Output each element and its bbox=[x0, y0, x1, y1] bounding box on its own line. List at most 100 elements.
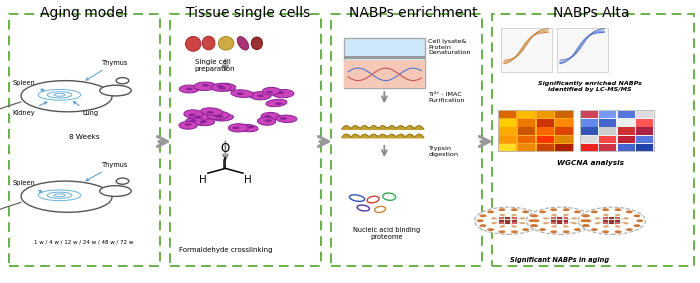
Ellipse shape bbox=[99, 186, 132, 196]
FancyBboxPatch shape bbox=[518, 127, 536, 135]
FancyBboxPatch shape bbox=[557, 222, 562, 224]
Circle shape bbox=[528, 219, 536, 222]
Ellipse shape bbox=[219, 87, 226, 89]
FancyBboxPatch shape bbox=[636, 127, 653, 135]
Circle shape bbox=[563, 208, 570, 211]
FancyBboxPatch shape bbox=[518, 119, 536, 127]
FancyBboxPatch shape bbox=[536, 119, 554, 127]
FancyBboxPatch shape bbox=[499, 144, 517, 151]
Circle shape bbox=[552, 225, 557, 228]
Ellipse shape bbox=[280, 117, 287, 120]
FancyBboxPatch shape bbox=[170, 14, 321, 266]
FancyBboxPatch shape bbox=[617, 144, 635, 151]
Ellipse shape bbox=[374, 206, 386, 213]
FancyBboxPatch shape bbox=[556, 28, 608, 72]
Circle shape bbox=[563, 225, 568, 228]
Ellipse shape bbox=[179, 121, 197, 129]
Text: Tissue single cells: Tissue single cells bbox=[186, 6, 311, 20]
Circle shape bbox=[634, 215, 640, 217]
FancyBboxPatch shape bbox=[557, 217, 562, 219]
FancyBboxPatch shape bbox=[555, 119, 573, 127]
Ellipse shape bbox=[250, 92, 271, 100]
Ellipse shape bbox=[251, 37, 262, 50]
Ellipse shape bbox=[383, 193, 395, 200]
Text: Kidney: Kidney bbox=[13, 102, 47, 116]
Circle shape bbox=[531, 224, 538, 227]
FancyBboxPatch shape bbox=[599, 144, 616, 151]
FancyBboxPatch shape bbox=[609, 222, 614, 224]
FancyBboxPatch shape bbox=[609, 217, 614, 219]
Circle shape bbox=[571, 222, 577, 224]
Circle shape bbox=[623, 222, 629, 224]
FancyBboxPatch shape bbox=[499, 136, 517, 143]
FancyBboxPatch shape bbox=[557, 220, 562, 222]
Ellipse shape bbox=[199, 120, 206, 123]
Ellipse shape bbox=[202, 84, 209, 87]
Ellipse shape bbox=[237, 37, 248, 50]
Ellipse shape bbox=[201, 108, 223, 115]
FancyBboxPatch shape bbox=[636, 136, 653, 143]
Ellipse shape bbox=[179, 85, 199, 93]
Text: NABPs Alta: NABPs Alta bbox=[553, 6, 630, 20]
Circle shape bbox=[563, 214, 568, 216]
Circle shape bbox=[578, 207, 645, 234]
FancyBboxPatch shape bbox=[536, 144, 554, 151]
FancyBboxPatch shape bbox=[512, 220, 517, 222]
Ellipse shape bbox=[116, 78, 129, 84]
Circle shape bbox=[498, 230, 505, 233]
Ellipse shape bbox=[202, 36, 215, 50]
Text: O: O bbox=[220, 142, 230, 155]
Circle shape bbox=[475, 207, 542, 234]
FancyBboxPatch shape bbox=[564, 220, 568, 222]
Circle shape bbox=[615, 214, 620, 216]
Text: Cell lysate&
Protein
Denaturation: Cell lysate& Protein Denaturation bbox=[428, 39, 471, 55]
Circle shape bbox=[595, 222, 601, 224]
FancyBboxPatch shape bbox=[580, 110, 654, 151]
Ellipse shape bbox=[247, 126, 254, 128]
Ellipse shape bbox=[277, 91, 284, 94]
Circle shape bbox=[582, 215, 589, 217]
FancyBboxPatch shape bbox=[617, 127, 635, 135]
Circle shape bbox=[626, 211, 633, 213]
FancyBboxPatch shape bbox=[564, 217, 568, 219]
Ellipse shape bbox=[216, 85, 223, 88]
Circle shape bbox=[511, 225, 517, 228]
Ellipse shape bbox=[265, 119, 272, 122]
FancyBboxPatch shape bbox=[603, 217, 608, 219]
FancyBboxPatch shape bbox=[536, 127, 554, 135]
FancyBboxPatch shape bbox=[518, 144, 536, 151]
Circle shape bbox=[602, 208, 609, 211]
Ellipse shape bbox=[264, 115, 271, 118]
Text: Spleen: Spleen bbox=[13, 180, 42, 192]
Ellipse shape bbox=[184, 110, 203, 118]
FancyBboxPatch shape bbox=[564, 222, 568, 224]
FancyBboxPatch shape bbox=[505, 222, 510, 224]
FancyBboxPatch shape bbox=[636, 119, 653, 127]
FancyBboxPatch shape bbox=[603, 222, 608, 224]
Circle shape bbox=[477, 219, 484, 222]
Text: WGCNA analysis: WGCNA analysis bbox=[556, 160, 624, 166]
Circle shape bbox=[552, 214, 557, 216]
FancyBboxPatch shape bbox=[615, 222, 620, 224]
FancyBboxPatch shape bbox=[581, 144, 598, 151]
FancyBboxPatch shape bbox=[636, 111, 653, 118]
FancyBboxPatch shape bbox=[599, 119, 616, 127]
Ellipse shape bbox=[21, 181, 112, 212]
FancyBboxPatch shape bbox=[505, 217, 510, 219]
Circle shape bbox=[591, 228, 598, 231]
Ellipse shape bbox=[207, 112, 229, 119]
Circle shape bbox=[511, 214, 517, 216]
FancyBboxPatch shape bbox=[581, 119, 598, 127]
Circle shape bbox=[539, 228, 546, 231]
FancyBboxPatch shape bbox=[555, 127, 573, 135]
FancyBboxPatch shape bbox=[551, 220, 556, 222]
Text: 1 w / 4 w / 12 w / 24 w / 48 w / 72 w: 1 w / 4 w / 12 w / 24 w / 48 w / 72 w bbox=[34, 239, 134, 245]
Ellipse shape bbox=[190, 119, 197, 122]
FancyBboxPatch shape bbox=[551, 222, 556, 224]
FancyBboxPatch shape bbox=[536, 111, 554, 118]
FancyBboxPatch shape bbox=[536, 136, 554, 143]
FancyBboxPatch shape bbox=[617, 136, 635, 143]
Circle shape bbox=[530, 224, 537, 227]
FancyBboxPatch shape bbox=[499, 220, 504, 222]
Ellipse shape bbox=[275, 102, 282, 105]
